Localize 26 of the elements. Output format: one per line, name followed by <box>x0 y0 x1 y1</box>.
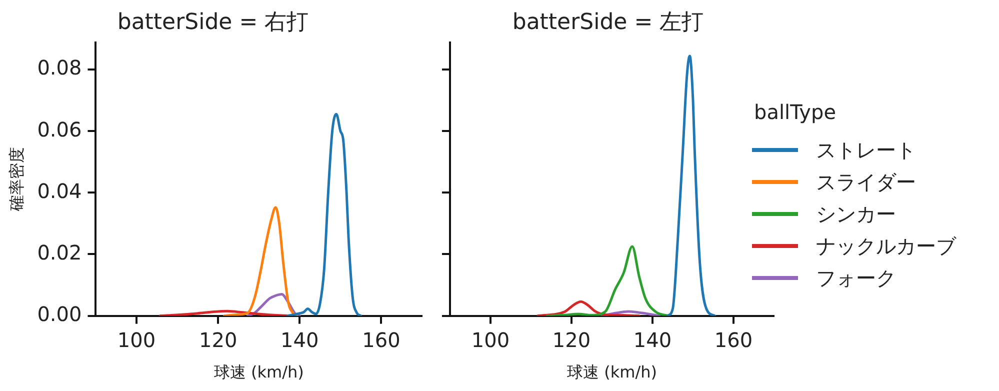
y-tick-label: 0.00 <box>37 302 82 326</box>
legend-label: ナックルカーブ <box>816 232 956 260</box>
x-tick-label: 160 <box>362 328 400 352</box>
x-axis-title: 球速 (km/h) <box>567 362 657 382</box>
legend-title: ballType <box>753 100 838 124</box>
legend-label: スライダー <box>816 168 916 196</box>
legend-label: フォーク <box>816 264 896 292</box>
x-tick-label: 100 <box>117 328 156 352</box>
x-axis-title: 球速 (km/h) <box>214 362 304 382</box>
x-tick-label: 120 <box>198 328 238 352</box>
x-tick-label: 100 <box>471 328 510 352</box>
line-series <box>222 206 298 316</box>
y-axis-title: 確率密度 <box>6 147 26 212</box>
line-series <box>286 112 362 316</box>
y-tick-label: 0.06 <box>37 117 82 142</box>
legend-label: ストレート <box>816 136 916 164</box>
x-tick-label: 160 <box>714 328 753 352</box>
x-tick-label: 140 <box>280 328 319 352</box>
chart-title: batterSide = 左打 <box>512 10 704 35</box>
x-tick-label: 140 <box>633 328 672 352</box>
y-tick-label: 0.04 <box>37 178 82 203</box>
y-tick-label: 0.02 <box>37 240 82 264</box>
chart-title: batterSide = 右打 <box>117 10 309 35</box>
x-tick-label: 120 <box>552 328 591 352</box>
y-tick-label: 0.08 <box>37 56 82 80</box>
legend-label: シンカー <box>816 200 896 228</box>
